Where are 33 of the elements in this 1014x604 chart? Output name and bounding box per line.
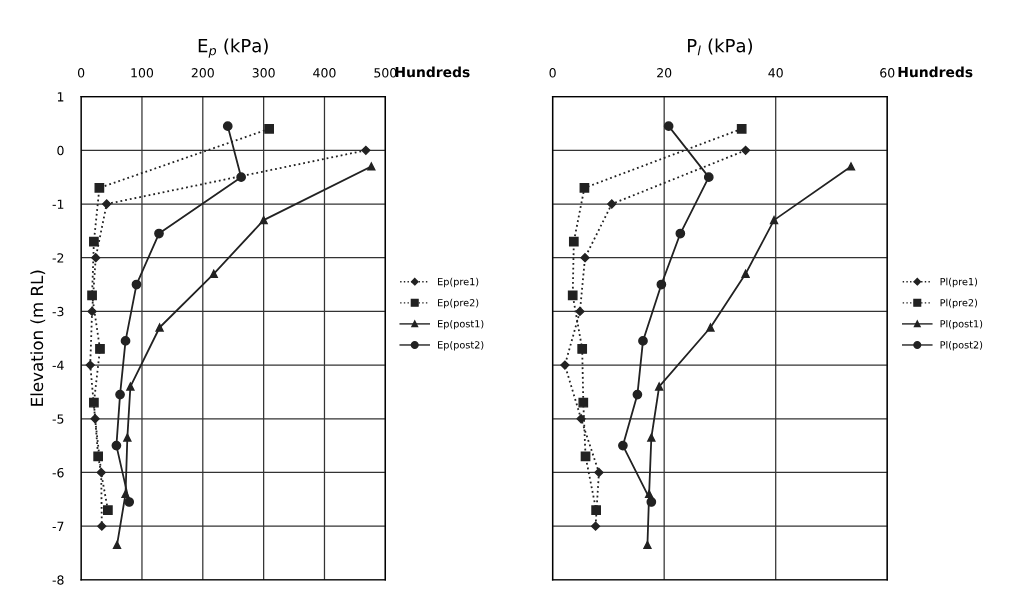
- legend-label: Ep(post1): [438, 319, 484, 330]
- y-tick-label: 0: [57, 145, 64, 156]
- y-axis-title: Elevation (m RL): [30, 270, 46, 406]
- chart-title: P$_{l}$ (kPa): [688, 38, 753, 56]
- y-tick-label: -5: [52, 414, 64, 424]
- y-tick-label: -7: [52, 521, 64, 531]
- x-tick-label: 500: [374, 68, 397, 78]
- x-tick-label: 20: [657, 68, 672, 78]
- legend-label: Pl(pre1): [940, 277, 978, 288]
- x-tick-label: 40: [768, 68, 783, 78]
- y-tick-label: -1: [52, 199, 64, 209]
- legend-label: Pl(pre2): [940, 298, 978, 309]
- legend-label: Pl(post1): [940, 319, 983, 330]
- x-tick-label: 60: [880, 68, 895, 78]
- x-tick-label: 100: [131, 68, 154, 78]
- x-tick-label: 0: [549, 68, 556, 78]
- chart-title: E$_{p}$ (kPa): [198, 38, 268, 58]
- x-tick-label: 200: [191, 68, 214, 78]
- legend-label: Pl(post2): [940, 340, 983, 351]
- legend-label: Ep(pre2): [438, 298, 479, 309]
- y-tick-label: -8: [52, 575, 64, 585]
- x-tick-label: 0: [77, 68, 85, 78]
- text: Hundreds: [395, 66, 470, 78]
- y-tick-label: -4: [52, 360, 64, 370]
- legend-label: Ep(post2): [438, 341, 484, 351]
- text: Hundreds: [898, 66, 973, 78]
- y-tick-label: -2: [52, 253, 64, 263]
- y-tick-label: 1: [57, 92, 64, 102]
- legend-label: Ep(pre1): [438, 277, 479, 288]
- x-tick-label: 300: [252, 68, 275, 78]
- y-tick-label: -6: [52, 467, 64, 478]
- y-tick-label: -3: [52, 306, 64, 317]
- x-tick-label: 400: [313, 68, 336, 78]
